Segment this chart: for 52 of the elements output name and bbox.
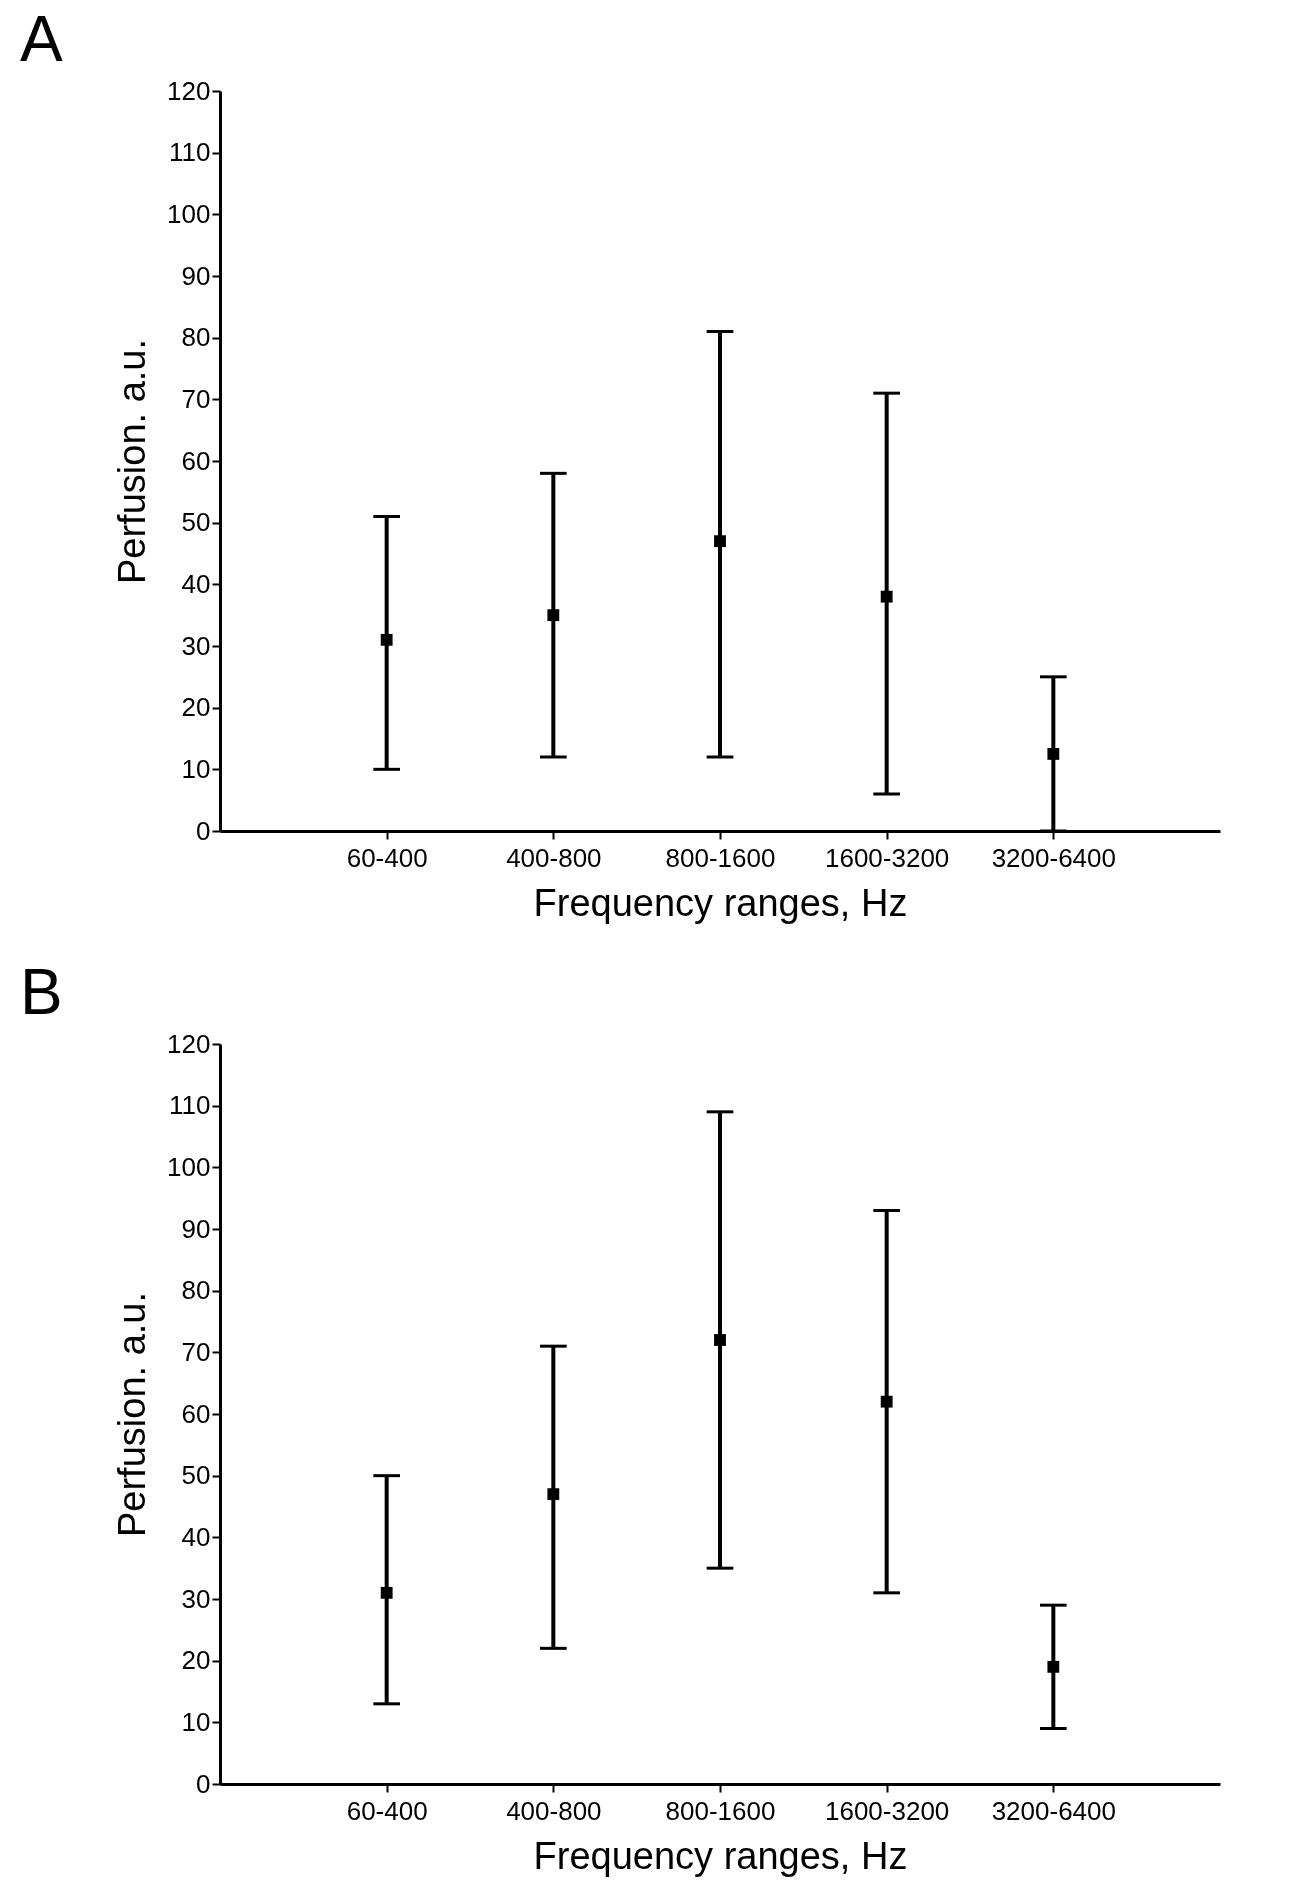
point xyxy=(547,1488,560,1501)
point xyxy=(380,633,393,646)
point xyxy=(880,1395,893,1408)
y-tick-label: 110 xyxy=(169,1090,211,1121)
x-tick-label: 800-1600 xyxy=(665,1795,776,1826)
y-tick-label: 20 xyxy=(181,1645,211,1676)
y-tick-label: 90 xyxy=(181,260,211,291)
y-axis-title: Perfusion. a.u. xyxy=(111,1291,154,1538)
x-tick-label: 800-1600 xyxy=(665,842,776,873)
y-tick-label: 90 xyxy=(181,1213,211,1244)
y-tick-label: 50 xyxy=(181,507,211,538)
y-tick-label: 80 xyxy=(181,322,211,353)
y-axis-title: Perfusion. a.u. xyxy=(111,338,154,585)
x-tick-label: 400-800 xyxy=(506,1795,602,1826)
y-tick-label: 40 xyxy=(181,1521,211,1552)
y-tick-label: 120 xyxy=(167,1028,211,1059)
y-tick-label: 80 xyxy=(181,1275,211,1306)
point xyxy=(1047,1660,1060,1673)
point xyxy=(380,1586,393,1599)
y-tick-label: 10 xyxy=(181,1706,211,1737)
y-tick-label: 100 xyxy=(167,198,211,229)
chart-title: B xyxy=(20,956,63,1028)
y-tick-label: 110 xyxy=(169,137,211,168)
y-tick-label: 0 xyxy=(196,815,211,846)
x-tick-label: 400-800 xyxy=(506,842,602,873)
x-axis-title: Frequency ranges, Hz xyxy=(533,1834,908,1877)
x-tick-label: 60-400 xyxy=(346,1795,428,1826)
y-tick-label: 70 xyxy=(181,383,211,414)
x-tick-label: 1600-3200 xyxy=(824,1795,950,1826)
y-tick-label: 20 xyxy=(181,692,211,723)
point xyxy=(714,1334,726,1346)
y-tick-label: 30 xyxy=(181,630,211,661)
y-tick-label: 10 xyxy=(181,753,211,784)
point xyxy=(1047,748,1060,760)
y-tick-label: 60 xyxy=(181,445,211,476)
point xyxy=(714,535,726,548)
y-tick-label: 60 xyxy=(181,1398,211,1429)
y-tick-label: 70 xyxy=(181,1336,211,1367)
x-tick-label: 60-400 xyxy=(346,842,428,873)
x-tick-label: 3200-6400 xyxy=(991,1795,1117,1826)
y-tick-label: 50 xyxy=(181,1460,211,1491)
y-tick-label: 0 xyxy=(196,1768,211,1799)
y-tick-label: 120 xyxy=(167,75,211,106)
chart-title: A xyxy=(20,3,63,75)
point xyxy=(547,609,560,622)
x-axis-title: Frequency ranges, Hz xyxy=(533,881,908,924)
y-tick-label: 100 xyxy=(167,1151,211,1182)
x-tick-label: 3200-6400 xyxy=(991,842,1117,873)
x-tick-label: 1600-3200 xyxy=(824,842,950,873)
y-tick-label: 30 xyxy=(181,1583,211,1614)
y-tick-label: 40 xyxy=(181,568,211,599)
point xyxy=(880,590,893,603)
